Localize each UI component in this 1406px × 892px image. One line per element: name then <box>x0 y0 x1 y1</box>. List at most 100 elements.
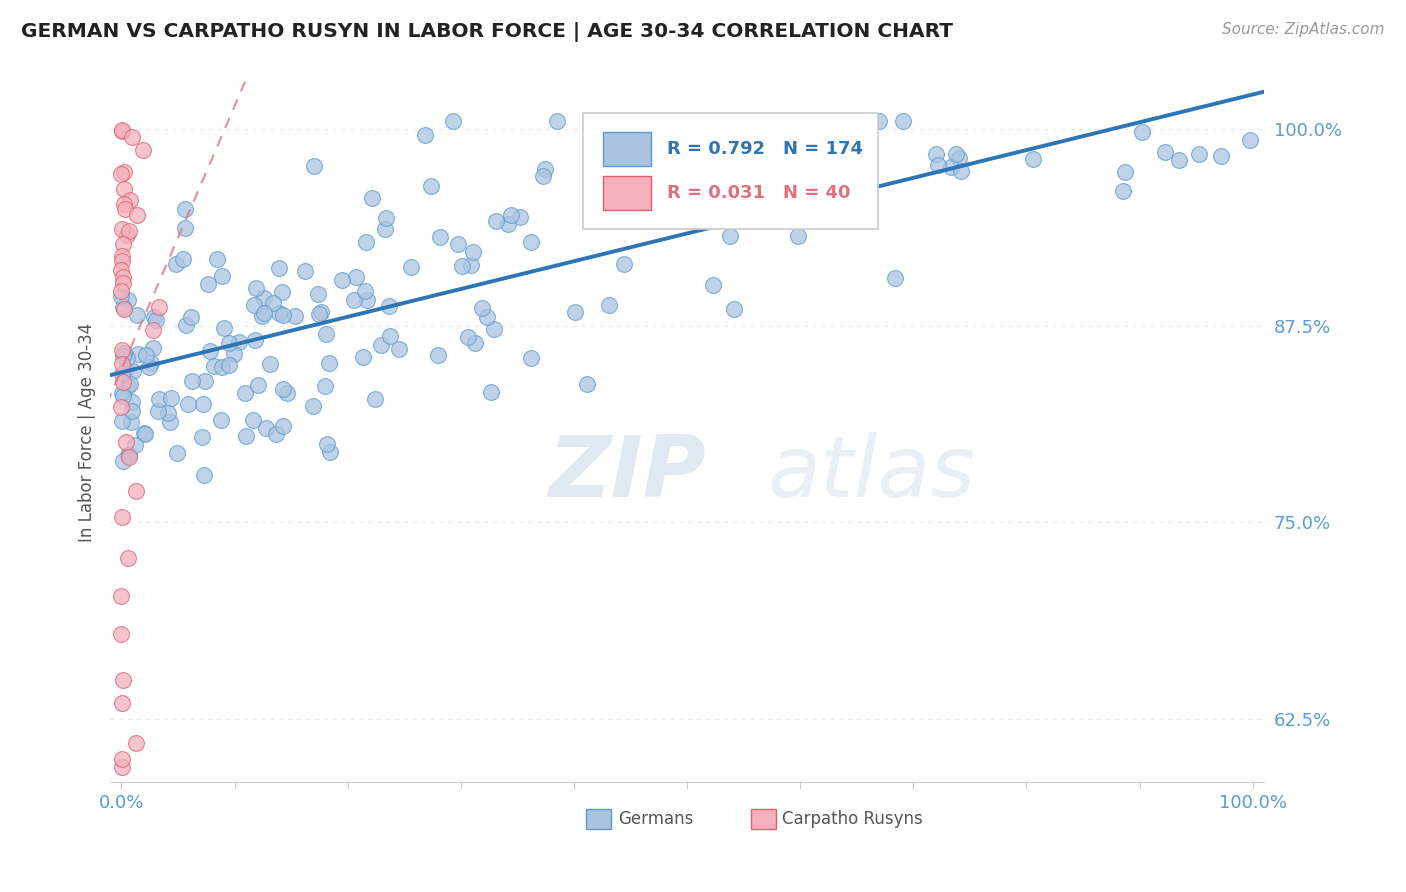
Point <box>180 310 202 324</box>
Point <box>259 357 281 371</box>
Point <box>228 334 250 349</box>
Point <box>731 181 754 195</box>
Point <box>344 269 367 284</box>
Point <box>172 252 194 266</box>
Point <box>211 268 233 283</box>
Point <box>254 421 277 435</box>
Point <box>884 271 907 285</box>
Point <box>800 154 823 169</box>
Point <box>110 167 132 181</box>
Point <box>361 191 384 205</box>
Point <box>117 293 139 307</box>
Point <box>111 357 134 371</box>
Point <box>370 338 392 352</box>
Point <box>354 284 377 298</box>
Point <box>110 414 132 428</box>
Point <box>374 222 396 236</box>
Point <box>118 377 141 392</box>
Point <box>159 392 181 406</box>
Point <box>378 299 401 313</box>
Point <box>111 269 134 284</box>
Point <box>364 392 387 406</box>
Point <box>352 350 374 364</box>
Point <box>319 444 342 458</box>
Point <box>117 379 139 393</box>
Point <box>117 448 139 462</box>
Point <box>945 147 967 161</box>
Point <box>751 145 773 159</box>
Point <box>191 397 214 411</box>
Point <box>482 322 505 336</box>
Point <box>110 760 132 774</box>
Text: N = 174: N = 174 <box>783 140 863 158</box>
Point <box>112 197 135 211</box>
Point <box>718 228 741 243</box>
Point <box>499 208 522 222</box>
Point <box>1188 147 1211 161</box>
Point <box>893 114 915 128</box>
Point <box>111 350 134 364</box>
Point <box>112 165 135 179</box>
Point <box>110 343 132 358</box>
Point <box>110 400 132 414</box>
Point <box>269 306 291 320</box>
Point <box>148 300 170 314</box>
Point <box>112 236 135 251</box>
Point <box>868 114 890 128</box>
Point <box>271 419 294 434</box>
FancyBboxPatch shape <box>583 113 877 229</box>
Point <box>202 359 225 373</box>
Point <box>927 159 949 173</box>
Point <box>233 385 256 400</box>
Point <box>111 454 134 468</box>
Point <box>429 230 451 244</box>
Point <box>142 323 165 337</box>
Point <box>475 310 498 324</box>
Point <box>120 193 142 207</box>
Point <box>200 344 222 359</box>
Point <box>218 335 240 350</box>
Text: R = 0.792: R = 0.792 <box>668 140 766 158</box>
Point <box>591 140 613 154</box>
Point <box>111 300 134 314</box>
Point <box>420 178 443 193</box>
Point <box>118 449 141 463</box>
Point <box>235 429 257 443</box>
Point <box>354 235 377 250</box>
Point <box>127 347 149 361</box>
Text: Carpatho Rusyns: Carpatho Rusyns <box>782 810 922 828</box>
Point <box>242 413 264 427</box>
Point <box>142 341 165 355</box>
Point <box>125 484 148 499</box>
Point <box>110 284 132 298</box>
Point <box>598 297 620 311</box>
Point <box>194 374 217 388</box>
Point <box>145 312 167 326</box>
Point <box>174 221 197 235</box>
Point <box>948 151 970 165</box>
Point <box>112 301 135 316</box>
Point <box>316 436 339 450</box>
Bar <box>585 809 612 829</box>
Point <box>941 161 963 175</box>
Point <box>110 254 132 268</box>
Point <box>702 278 724 293</box>
Point <box>950 164 973 178</box>
Point <box>180 374 202 388</box>
Point <box>314 379 336 393</box>
Point <box>242 298 264 312</box>
Point <box>111 249 134 263</box>
Point <box>110 289 132 303</box>
Point <box>121 130 143 145</box>
Point <box>118 224 141 238</box>
Point <box>125 208 148 222</box>
Point <box>269 261 291 276</box>
Point <box>117 351 139 365</box>
Point <box>294 264 316 278</box>
Point <box>520 235 543 250</box>
Point <box>485 214 508 228</box>
Point <box>139 356 162 370</box>
Point <box>110 696 132 710</box>
Point <box>520 351 543 365</box>
Point <box>613 257 636 271</box>
